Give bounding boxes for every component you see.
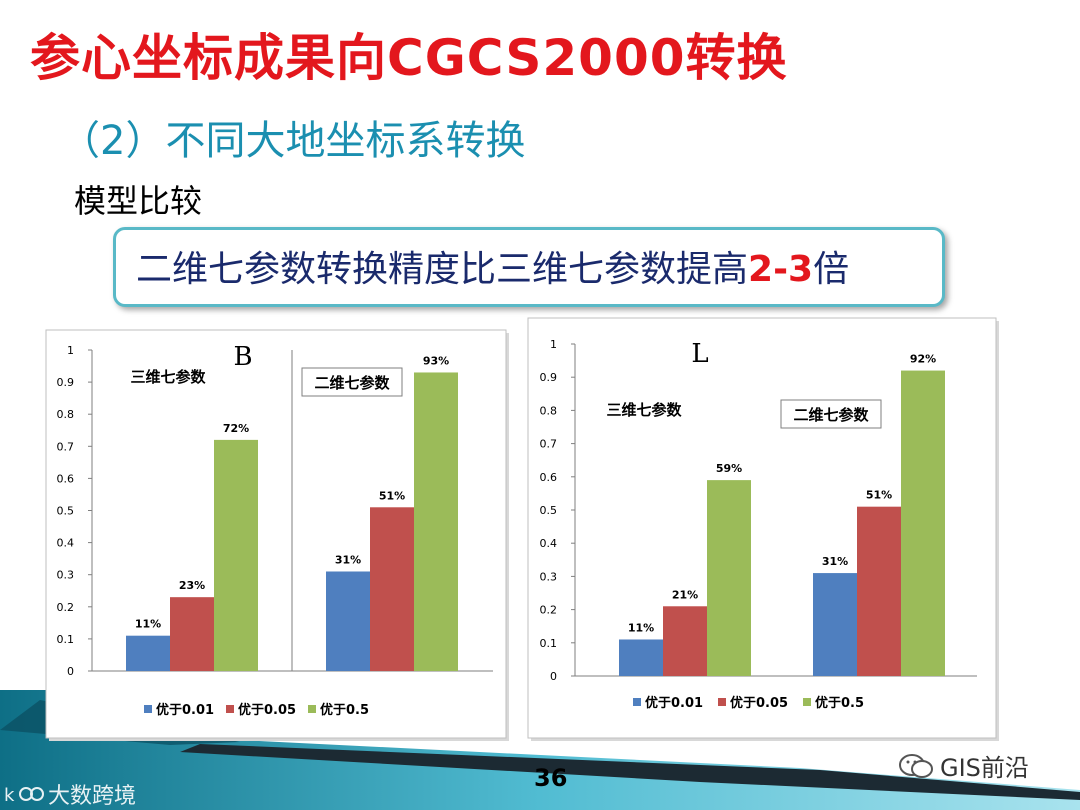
callout-text: 二维七参数转换精度比三维七参数提高2-3倍: [136, 240, 849, 292]
dark-stripe: [180, 744, 1080, 800]
slide-subtitle: （2）不同大地坐标系转换: [60, 118, 526, 164]
callout-box: 二维七参数转换精度比三维七参数提高2-3倍: [113, 227, 945, 307]
watermark-left: k 大数跨境: [4, 778, 136, 810]
svg-text:k: k: [4, 785, 15, 806]
wechat-icon: [899, 753, 933, 778]
watermark-right: GIS前沿: [898, 748, 1029, 783]
brand-logo-icon: k: [4, 785, 44, 806]
chart-b-white-panel: [46, 600, 506, 738]
page-number: 36: [534, 764, 568, 792]
callout-emphasis: 2-3: [748, 249, 814, 290]
watermark-right-text: GIS前沿: [940, 754, 1029, 782]
slide-title: 参心坐标成果向CGCS2000转换: [30, 29, 788, 87]
watermark-left-text: 大数跨境: [48, 784, 137, 809]
callout-suffix: 倍: [813, 249, 850, 290]
callout-prefix: 二维七参数转换精度比三维七参数提高: [136, 249, 749, 290]
section-heading: 模型比较: [74, 182, 203, 220]
